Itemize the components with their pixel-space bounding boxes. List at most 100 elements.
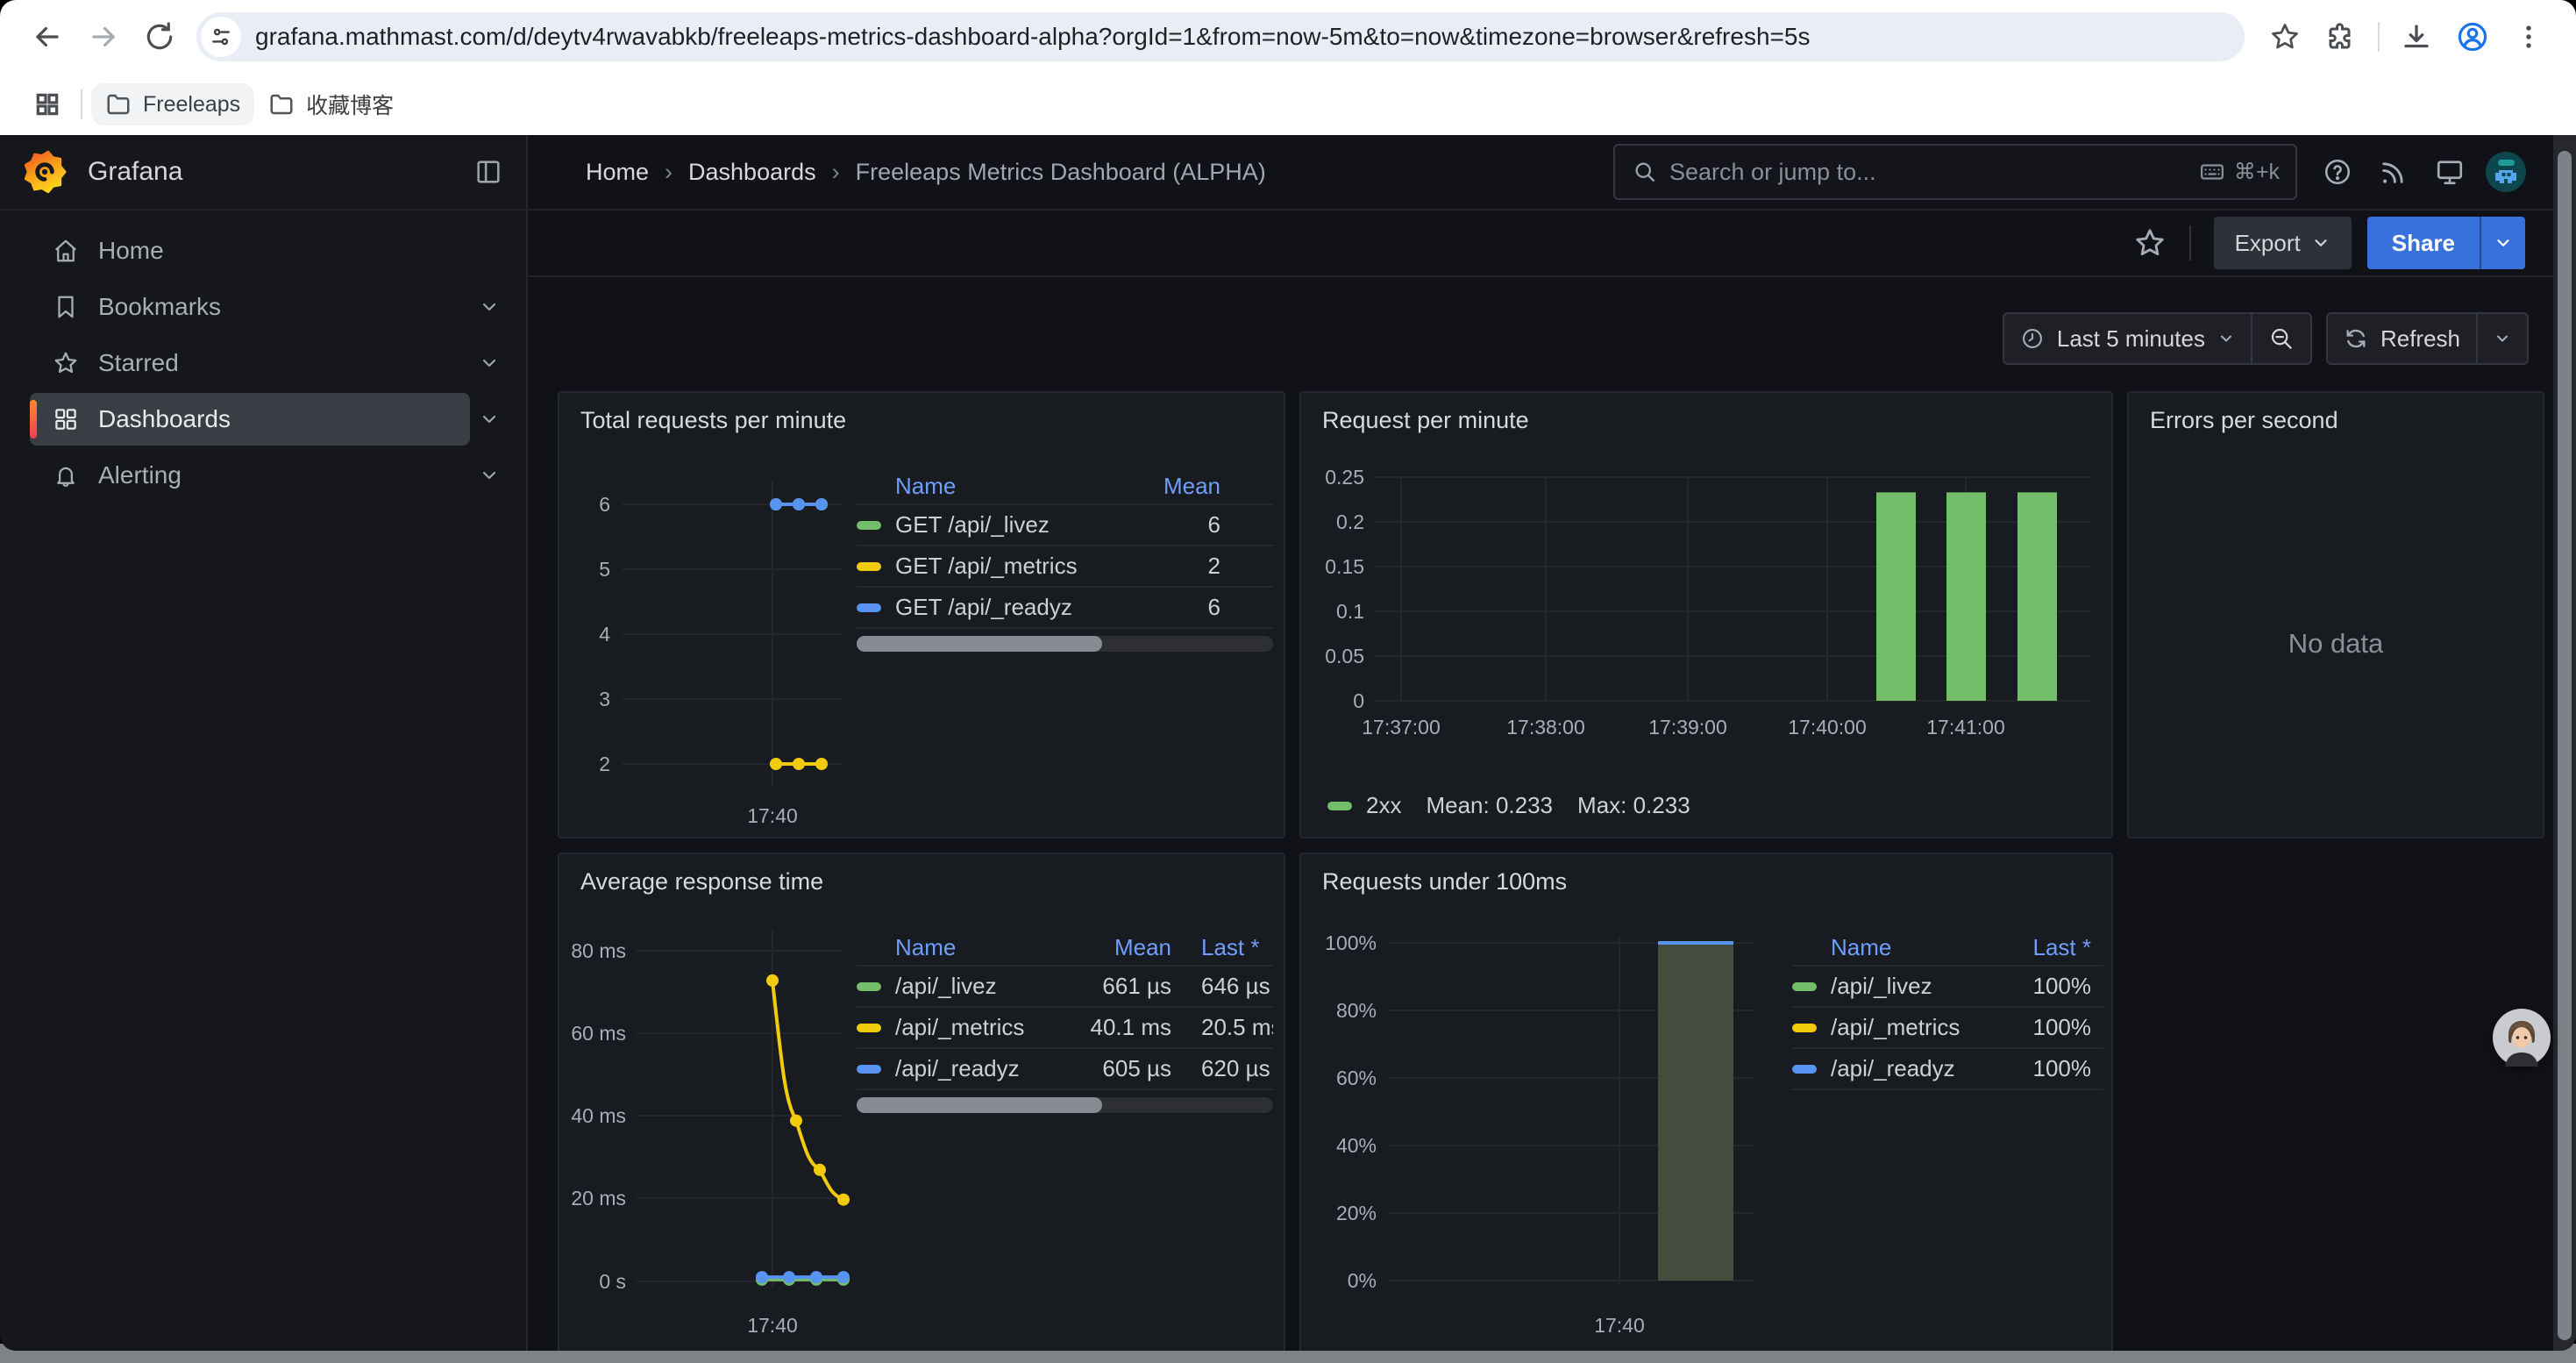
share-split-button: Share [2367,217,2525,269]
sidebar-item-home[interactable]: Home [30,225,470,277]
scrollbar-thumb[interactable] [2558,151,2572,1340]
legend-series-name[interactable]: /api/_livez [1792,973,1998,1000]
series-label: GET /api/_metrics [895,553,1078,580]
legend-col-mean[interactable]: Mean [1142,473,1273,500]
floating-avatar-widget[interactable] [2493,1009,2551,1067]
sidebar-item-alerting[interactable]: Alerting [30,449,470,502]
bookmark-label: Freeleaps [143,92,240,118]
refresh-interval-button[interactable] [2476,314,2527,363]
legend-col-name[interactable]: Name [1792,934,1998,961]
legend-hscrollbar-thumb[interactable] [857,1097,1102,1113]
legend-total-requests: NameMeanGET /api/_livez6GET /api/_metric… [857,468,1273,652]
panel-title[interactable]: Request per minute [1322,407,1529,434]
chevron-down-icon [2311,233,2330,253]
series-color-pill [857,562,881,571]
series-color-pill [857,603,881,612]
chevron-down-icon[interactable] [470,353,509,374]
legend-row: /api/_metrics40.1 ms20.5 ms [857,1008,1273,1049]
share-menu-button[interactable] [2480,217,2525,269]
url-input[interactable] [255,23,2245,51]
legend-hscrollbar-thumb[interactable] [857,636,1102,652]
share-button[interactable]: Share [2367,217,2480,269]
series-color-pill [1792,982,1817,991]
search-box[interactable]: ⌘+k [1613,144,2297,200]
legend-series-name[interactable]: GET /api/_livez [857,511,1142,539]
omnibox[interactable] [196,12,2245,61]
legend-series-name[interactable]: /api/_metrics [1792,1014,1998,1041]
legend-col-last[interactable]: Last * [1201,934,1273,961]
news-rss-icon[interactable] [2366,144,2422,200]
grafana-logo-icon[interactable] [23,150,67,194]
legend-series-name[interactable]: /api/_metrics [857,1014,1040,1041]
time-range-group: Last 5 minutes [2003,312,2312,365]
breadcrumb-separator: › [665,159,672,186]
reload-icon[interactable] [139,16,181,58]
bookmark-folder-blogs[interactable]: 收藏博客 [254,81,408,128]
chevron-down-icon [2494,330,2511,347]
legend-col-mean[interactable]: Mean [1040,934,1171,961]
panel-title[interactable]: Average response time [580,868,823,896]
apps-grid-icon[interactable] [26,83,68,125]
svg-text:17:40: 17:40 [747,804,798,827]
legend-col-last[interactable]: Last * [1998,934,2103,961]
kiosk-monitor-icon[interactable] [2422,144,2478,200]
legend-col-name[interactable]: Name [857,934,1040,961]
svg-text:0 s: 0 s [599,1270,626,1293]
legend-last-value: 646 µs [1201,973,1273,1000]
legend-series-name[interactable]: GET /api/_readyz [857,594,1142,621]
legend-series-name[interactable]: /api/_readyz [1792,1055,1998,1082]
legend-mean-value: 605 µs [1040,1055,1171,1082]
svg-text:3: 3 [599,688,610,710]
forward-icon[interactable] [82,16,125,58]
favorite-star-icon[interactable] [2133,226,2167,260]
export-button[interactable]: Export [2214,217,2352,269]
sidebar-item-starred[interactable]: Starred [30,337,470,389]
legend-last-value: 100% [1998,973,2103,1000]
breadcrumb-dashboards[interactable]: Dashboards [688,159,816,186]
breadcrumb-separator: › [832,159,840,186]
bookmark-folder-freeleaps[interactable]: Freeleaps [91,83,254,125]
profile-icon[interactable] [2451,16,2494,58]
svg-text:100%: 100% [1325,931,1377,954]
legend-hscrollbar [857,1097,1273,1113]
panel-total-requests: Total requests per minute 6543217:40 Nam… [558,391,1285,838]
sidebar-row-alerting: Alerting [0,447,526,503]
legend-item-2xx[interactable]: 2xx [1327,792,1401,819]
panel-title[interactable]: Errors per second [2150,407,2338,434]
divider [2378,22,2380,52]
panel-title[interactable]: Requests under 100ms [1322,868,1567,896]
search-input[interactable] [1669,159,2199,186]
panel-title[interactable]: Total requests per minute [580,407,846,434]
dock-sidebar-icon[interactable] [473,157,503,187]
sidebar-row-starred: Starred [0,335,526,391]
zoom-out-button[interactable] [2251,314,2310,363]
chevron-down-icon[interactable] [470,296,509,318]
site-info-icon[interactable] [201,17,241,57]
help-icon[interactable] [2309,144,2366,200]
download-icon[interactable] [2395,16,2437,58]
time-range-label: Last 5 minutes [2057,325,2205,353]
chart-request-per-minute[interactable]: 0.250.20.150.10.05017:37:0017:38:0017:39… [1301,393,2113,838]
legend-col-name[interactable]: Name [857,473,1142,500]
extensions-icon[interactable] [2320,16,2362,58]
user-avatar[interactable] [2478,144,2534,200]
breadcrumb-home[interactable]: Home [586,159,649,186]
time-range-button[interactable]: Last 5 minutes [2004,314,2251,363]
sidebar-item-dashboards[interactable]: Dashboards [30,393,470,446]
svg-text:17:40:00: 17:40:00 [1788,716,1867,739]
bookmark-label: 收藏博客 [306,89,394,120]
bookmark-star-icon[interactable] [2264,16,2306,58]
legend-series-name[interactable]: GET /api/_metrics [857,553,1142,580]
refresh-button[interactable]: Refresh [2328,314,2476,363]
chevron-down-icon[interactable] [470,409,509,430]
main-area: Home › Dashboards › Freeleaps Metrics Da… [528,135,2576,1351]
sidebar-item-bookmarks[interactable]: Bookmarks [30,281,470,333]
legend-series-name[interactable]: /api/_readyz [857,1055,1040,1082]
apps-icon [53,406,79,432]
legend-series-name[interactable]: /api/_livez [857,973,1040,1000]
chevron-down-icon[interactable] [470,465,509,486]
back-icon[interactable] [26,16,68,58]
chart-requests-under-100ms[interactable]: 100%80%60%40%20%0%17:40 [1301,854,2113,1351]
menu-dots-icon[interactable] [2508,16,2550,58]
legend-header: NameMean Last * [857,930,1273,967]
